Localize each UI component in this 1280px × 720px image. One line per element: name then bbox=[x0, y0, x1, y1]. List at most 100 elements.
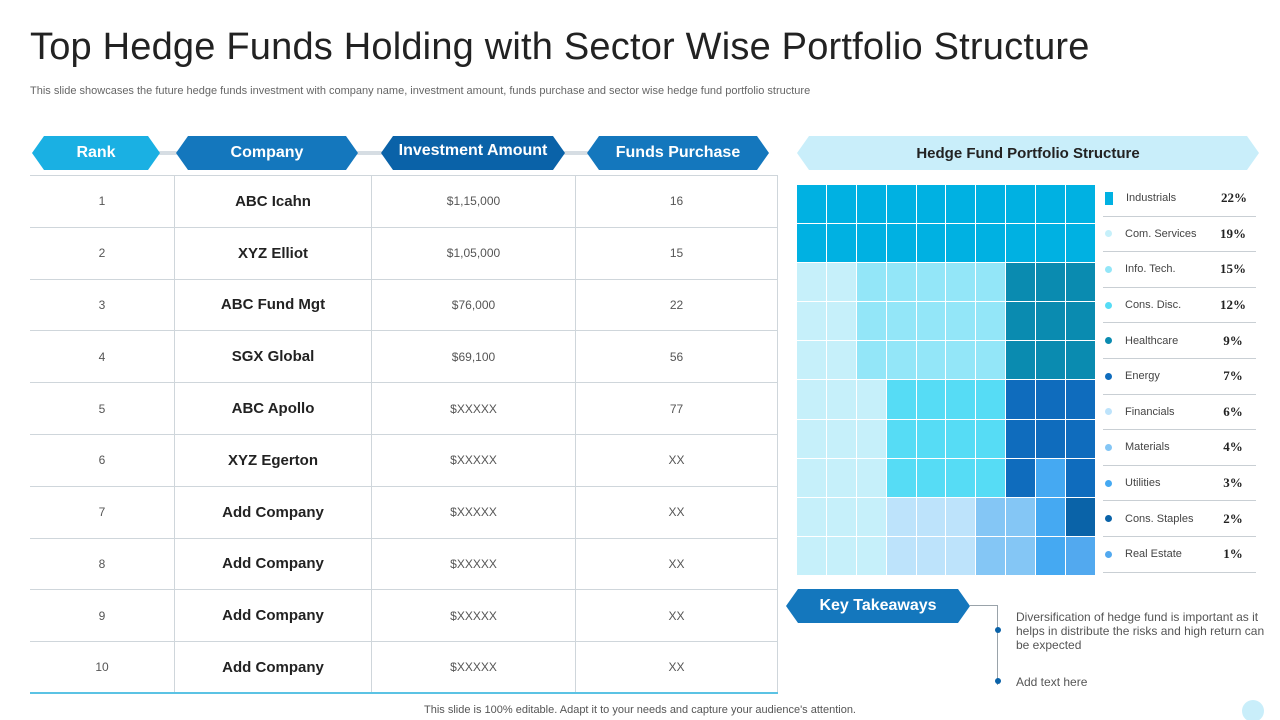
waffle-cell bbox=[1006, 458, 1036, 497]
company-cell: Add Company bbox=[175, 538, 372, 590]
legend-label: Info. Tech. bbox=[1125, 263, 1176, 276]
waffle-cell bbox=[856, 458, 886, 497]
legend-item: Real Estate 1% bbox=[1103, 537, 1256, 573]
rank-cell: 6 bbox=[30, 434, 175, 486]
waffle-cell bbox=[1036, 302, 1066, 341]
waffle-cell bbox=[826, 536, 856, 575]
legend-value: 19% bbox=[1220, 225, 1246, 241]
legend-value: 12% bbox=[1220, 297, 1246, 313]
investment-cell: $76,000 bbox=[372, 279, 576, 331]
legend-swatch bbox=[1105, 550, 1112, 558]
legend-item: Industrials 22% bbox=[1103, 181, 1256, 217]
page-subtitle: This slide showcases the future hedge fu… bbox=[30, 85, 811, 97]
funds-header: Funds Purchase bbox=[587, 136, 769, 170]
portfolio-header: Hedge Fund Portfolio Structure bbox=[797, 136, 1259, 170]
waffle-cell bbox=[946, 341, 976, 380]
footer-note: This slide is 100% editable. Adapt it to… bbox=[424, 704, 856, 716]
waffle-cell bbox=[886, 380, 916, 419]
legend-swatch bbox=[1105, 515, 1112, 523]
waffle-cell bbox=[916, 419, 946, 458]
table-row: 5 ABC Apollo $XXXXX 77 bbox=[30, 383, 778, 435]
waffle-cell bbox=[856, 341, 886, 380]
legend-swatch bbox=[1105, 191, 1113, 205]
waffle-cell bbox=[886, 263, 916, 302]
waffle-cell bbox=[1036, 536, 1066, 575]
takeaway-connector bbox=[997, 605, 998, 685]
legend-item: Cons. Staples 2% bbox=[1103, 501, 1256, 537]
legend-label: Cons. Disc. bbox=[1125, 299, 1182, 312]
legend-swatch bbox=[1105, 337, 1112, 345]
table-row: 4 SGX Global $69,100 56 bbox=[30, 331, 778, 384]
legend-value: 9% bbox=[1223, 332, 1243, 348]
waffle-cell bbox=[1066, 302, 1095, 341]
table-row: 9 Add Company $XXXXX XX bbox=[30, 590, 778, 643]
waffle-cell bbox=[1066, 419, 1095, 458]
legend-label: Energy bbox=[1125, 370, 1160, 383]
waffle-cell bbox=[797, 419, 826, 458]
rank-cell: 2 bbox=[30, 227, 175, 279]
waffle-cell bbox=[856, 497, 886, 536]
legend-label: Cons. Staples bbox=[1125, 512, 1194, 525]
waffle-cell bbox=[976, 185, 1006, 224]
rank-cell: 7 bbox=[30, 486, 175, 538]
waffle-cell bbox=[1066, 185, 1095, 224]
waffle-cell bbox=[797, 302, 826, 341]
waffle-cell bbox=[916, 263, 946, 302]
waffle-cell bbox=[976, 497, 1006, 536]
takeaway-bullet bbox=[995, 627, 1001, 633]
waffle-cell bbox=[1006, 341, 1036, 380]
waffle-cell bbox=[916, 380, 946, 419]
waffle-cell bbox=[826, 224, 856, 263]
waffle-cell bbox=[826, 185, 856, 224]
takeaway-connector bbox=[970, 605, 998, 606]
table-row: 2 XYZ Elliot $1,05,000 15 bbox=[30, 227, 778, 280]
legend-label: Industrials bbox=[1126, 192, 1177, 205]
funds-cell: XX bbox=[576, 642, 778, 692]
waffle-cell bbox=[1036, 224, 1066, 263]
legend-item: Com. Services 19% bbox=[1103, 217, 1256, 253]
table-row: 7 Add Company $XXXXX XX bbox=[30, 486, 778, 539]
waffle-cell bbox=[797, 185, 826, 224]
waffle-cell bbox=[797, 380, 826, 419]
company-cell: ABC Icahn bbox=[175, 176, 372, 227]
waffle-cell bbox=[797, 536, 826, 575]
legend-label: Com. Services bbox=[1125, 227, 1197, 240]
waffle-cell bbox=[826, 263, 856, 302]
waffle-cell bbox=[1036, 380, 1066, 419]
waffle-cell bbox=[886, 341, 916, 380]
funds-cell: 15 bbox=[576, 227, 778, 279]
funds-cell: 16 bbox=[576, 176, 778, 227]
legend-label: Financials bbox=[1125, 405, 1175, 418]
waffle-cell bbox=[826, 302, 856, 341]
waffle-cell bbox=[1006, 263, 1036, 302]
waffle-cell bbox=[856, 263, 886, 302]
legend-value: 2% bbox=[1223, 510, 1243, 526]
waffle-cell bbox=[856, 224, 886, 263]
waffle-cell bbox=[826, 341, 856, 380]
waffle-cell bbox=[797, 263, 826, 302]
legend-value: 6% bbox=[1223, 403, 1243, 419]
waffle-cell bbox=[797, 341, 826, 380]
investment-header: Investment Amount bbox=[381, 136, 565, 170]
table-row: 10 Add Company $XXXXX XX bbox=[30, 642, 778, 694]
investment-cell: $XXXXX bbox=[372, 590, 576, 642]
waffle-cell bbox=[946, 263, 976, 302]
waffle-cell bbox=[826, 380, 856, 419]
company-cell: Add Company bbox=[175, 486, 372, 538]
funds-cell: XX bbox=[576, 538, 778, 590]
legend-label: Materials bbox=[1125, 441, 1170, 454]
hedge-funds-table: 1 ABC Icahn $1,15,000 16 2 XYZ Elliot $1,05,00… bbox=[30, 175, 778, 694]
waffle-cell bbox=[976, 224, 1006, 263]
funds-cell: XX bbox=[576, 486, 778, 538]
company-cell: Add Company bbox=[175, 590, 372, 642]
rank-cell: 5 bbox=[30, 383, 175, 434]
waffle-cell bbox=[1036, 185, 1066, 224]
waffle-cell bbox=[1006, 302, 1036, 341]
waffle-cell bbox=[797, 224, 826, 263]
company-cell: SGX Global bbox=[175, 331, 372, 383]
waffle-cell bbox=[856, 536, 886, 575]
waffle-cell bbox=[946, 497, 976, 536]
rank-cell: 4 bbox=[30, 331, 175, 383]
legend-item: Info. Tech. 15% bbox=[1103, 252, 1256, 288]
portfolio-waffle-chart bbox=[797, 185, 1095, 575]
